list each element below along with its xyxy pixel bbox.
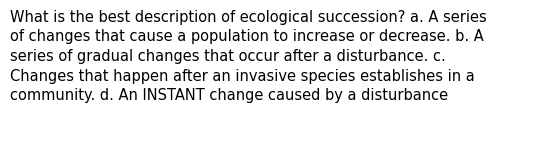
Text: of changes that cause a population to increase or decrease. b. A: of changes that cause a population to in…: [10, 29, 484, 45]
Text: community. d. An INSTANT change caused by a disturbance: community. d. An INSTANT change caused b…: [10, 88, 448, 103]
Text: What is the best description of ecological succession? a. A series: What is the best description of ecologic…: [10, 10, 487, 25]
Text: series of gradual changes that occur after a disturbance. c.: series of gradual changes that occur aft…: [10, 49, 446, 64]
Text: Changes that happen after an invasive species establishes in a: Changes that happen after an invasive sp…: [10, 68, 475, 84]
